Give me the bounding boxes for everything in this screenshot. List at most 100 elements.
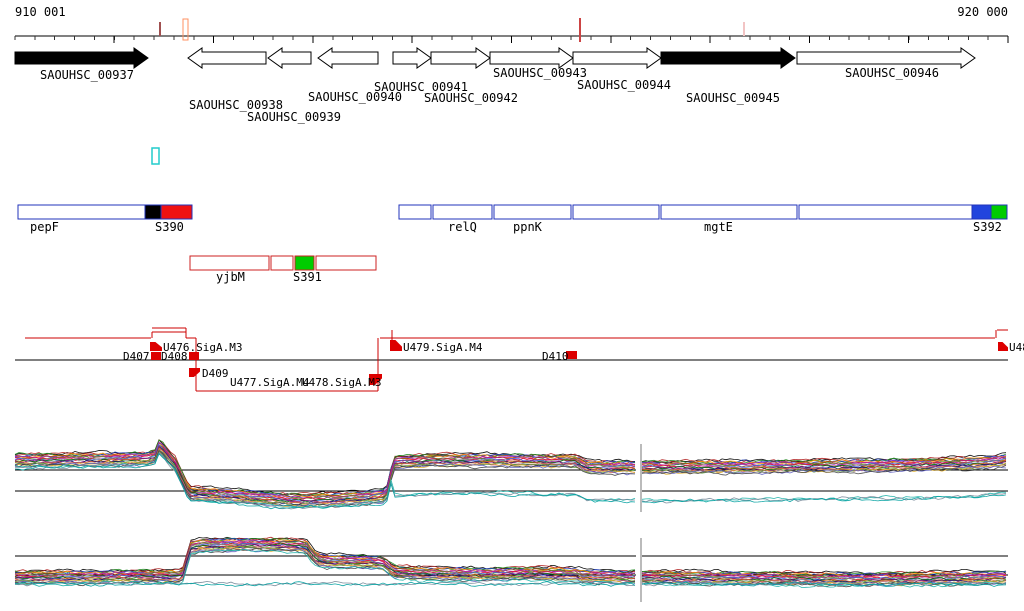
gene-label-SAOUHSC_00942: SAOUHSC_00942 [424, 91, 518, 105]
operon-segment-9[interactable] [971, 204, 992, 220]
operon-track: pepF S390 relQ ppnK mgtE S392 [17, 204, 1008, 234]
gene-SAOUHSC_00946[interactable] [796, 47, 976, 69]
gene-label-SAOUHSC_00937: SAOUHSC_00937 [40, 68, 134, 82]
signal-trace-reverse-22b [641, 580, 1007, 587]
signal-panel-reverse [14, 536, 1008, 602]
signal-trace-forward-21 [14, 452, 636, 509]
signal-trace-reverse-23 [14, 581, 636, 587]
signal-plots [14, 439, 1008, 602]
signal-trace-forward-20 [14, 450, 635, 508]
srna-track: yjbM S391 [189, 255, 377, 284]
signal-panel-forward [14, 439, 1008, 512]
gene-label-SAOUHSC_00946: SAOUHSC_00946 [845, 66, 939, 80]
signal-trace-reverse-12 [14, 543, 636, 581]
srna-segment-1[interactable] [270, 255, 294, 271]
tss-label-D410: D410 [542, 350, 569, 363]
tss-label-U479.SigA.M4: U479.SigA.M4 [403, 341, 483, 354]
gene-SAOUHSC_00944[interactable] [572, 47, 662, 69]
tss-flag-U479[interactable] [390, 340, 402, 351]
gene-SAOUHSC_00939[interactable] [267, 47, 312, 69]
tss-label-U478.SigA.M3: U478.SigA.M3 [302, 376, 381, 389]
signal-trace-reverse-11b [641, 575, 1007, 582]
tss-flag-U478[interactable] [369, 374, 382, 385]
gene-SAOUHSC_00943[interactable] [489, 47, 574, 69]
tss-label-U476.SigA.M3: U476.SigA.M3 [163, 341, 242, 354]
gene-SAOUHSC_00942[interactable] [430, 47, 491, 69]
signal-trace-reverse-11 [14, 543, 636, 580]
operon-segment-0[interactable] [17, 204, 146, 220]
gene-SAOUHSC_00937[interactable] [14, 47, 149, 69]
tss-flag-D407[interactable] [151, 352, 161, 360]
signal-trace-forward-1 [14, 439, 636, 496]
operon-segment-7[interactable] [660, 204, 798, 220]
tss-flag-U480[interactable] [998, 342, 1008, 351]
operon-segment-10[interactable] [990, 204, 1008, 220]
gene-label-SAOUHSC_00939: SAOUHSC_00939 [247, 110, 341, 124]
gene-label-SAOUHSC_00938: SAOUHSC_00938 [189, 98, 283, 112]
operon-segment-6[interactable] [572, 204, 660, 220]
operon-segment-2[interactable] [160, 204, 193, 220]
operon-label-S392: S392 [973, 220, 1002, 234]
signal-trace-forward-8 [14, 444, 636, 501]
operon-segment-4[interactable] [432, 204, 493, 220]
signal-trace-forward-23b [641, 494, 1007, 504]
selection-marker-group [151, 147, 160, 165]
signal-trace-reverse-3b [641, 571, 1007, 577]
signal-trace-forward-5 [14, 442, 636, 498]
gene-label-SAOUHSC_00940: SAOUHSC_00940 [308, 90, 402, 104]
signal-trace-reverse-21b [641, 581, 1007, 589]
signal-trace-forward-4b [641, 456, 1007, 466]
gene-label-SAOUHSC_00943: SAOUHSC_00943 [493, 66, 587, 80]
signal-trace-forward-12b [641, 460, 1007, 470]
signal-trace-reverse-5 [14, 538, 636, 576]
cursor-marker[interactable] [151, 147, 160, 165]
operon-segment-8[interactable] [798, 204, 973, 220]
operon-label-pepF: pepF [30, 220, 59, 234]
gene-SAOUHSC_00940[interactable] [317, 47, 379, 69]
signal-trace-forward-19b [641, 465, 1007, 475]
gene-SAOUHSC_00941[interactable] [392, 47, 432, 69]
ruler-start-label: 910 001 [15, 5, 66, 19]
srna-segment-3[interactable] [315, 255, 377, 271]
gene-label-SAOUHSC_00941: SAOUHSC_00941 [374, 80, 468, 94]
signal-trace-reverse-10b [641, 575, 1007, 581]
signal-trace-reverse-6b [641, 572, 1007, 579]
signal-trace-reverse-23b [641, 581, 1007, 587]
tss-flag-D409[interactable] [189, 368, 200, 377]
gene-SAOUHSC_00945[interactable] [660, 47, 796, 69]
signal-trace-reverse-4b [641, 571, 1007, 578]
tss-label-D409: D409 [202, 367, 229, 380]
srna-segment-2[interactable] [294, 255, 315, 271]
tss-flag-D408[interactable] [189, 352, 199, 360]
signal-trace-reverse-15b [641, 578, 1007, 585]
srna-label-S391: S391 [293, 270, 322, 284]
signal-trace-forward-20b [641, 465, 1007, 476]
signal-trace-forward-8b [641, 459, 1007, 469]
gene-label-SAOUHSC_00945: SAOUHSC_00945 [686, 91, 780, 105]
ruler-end-label: 920 000 [957, 5, 1008, 19]
tss-label-D407: D407 [123, 350, 150, 363]
tss-flag-U476[interactable] [150, 342, 162, 351]
signal-trace-forward-7 [14, 446, 636, 501]
srna-label-yjbM: yjbM [216, 270, 245, 284]
signal-trace-reverse-8b [641, 574, 1007, 580]
operon-label-S390: S390 [155, 220, 184, 234]
tss-label-D408: D408 [161, 350, 188, 363]
operon-segment-1[interactable] [144, 204, 162, 220]
signal-trace-reverse-0b [641, 568, 1007, 575]
srna-segment-0[interactable] [189, 255, 270, 271]
tss-flag-D410[interactable] [566, 351, 577, 359]
coordinate-ruler [14, 18, 1009, 43]
gene-SAOUHSC_00938[interactable] [187, 47, 267, 69]
signal-trace-forward-0b [641, 452, 1007, 464]
ruler-mark-1 [182, 18, 189, 41]
signal-trace-forward-11b [641, 459, 1007, 471]
operon-segment-5[interactable] [493, 204, 572, 220]
operon-segment-3[interactable] [398, 204, 432, 220]
tss-label-U477.SigA.M4: U477.SigA.M4 [230, 376, 310, 389]
operon-label-relQ: relQ [448, 220, 477, 234]
